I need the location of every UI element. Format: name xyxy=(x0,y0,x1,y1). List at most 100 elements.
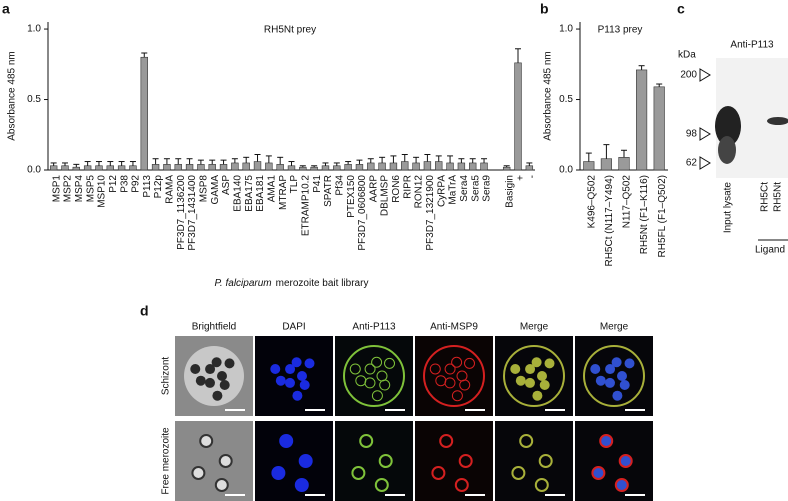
chart-title: RH5Nt prey xyxy=(264,25,316,36)
bar xyxy=(344,164,352,171)
x-tick-label: MSP2 xyxy=(63,175,74,203)
marker-arrow xyxy=(699,127,711,141)
x-tick-label: ETRAMP10.2 xyxy=(300,175,311,237)
blob xyxy=(451,390,463,402)
x-tick-label: Pf34 xyxy=(334,175,345,196)
error-bar xyxy=(231,158,238,163)
blob xyxy=(510,363,521,374)
x-tick-label: DBLMSP xyxy=(380,175,391,216)
error-bar xyxy=(603,144,610,159)
marker-label: 200 xyxy=(680,70,697,81)
error-bar xyxy=(265,155,272,163)
x-tick-label: MaTrA xyxy=(448,175,459,205)
blob xyxy=(539,380,550,391)
blob xyxy=(451,356,463,368)
column-label: Merge xyxy=(600,322,629,333)
bar xyxy=(231,162,239,171)
bar xyxy=(378,162,386,171)
column-label: DAPI xyxy=(282,322,305,333)
micrograph xyxy=(255,336,333,416)
error-bar xyxy=(141,52,148,58)
blob xyxy=(190,363,201,374)
bar xyxy=(514,62,522,171)
blob xyxy=(285,364,296,375)
merozoite xyxy=(538,454,553,468)
column-label: Anti-MSP9 xyxy=(430,322,478,333)
blob xyxy=(195,375,206,386)
bar xyxy=(299,166,307,171)
blob xyxy=(364,363,376,375)
marker-label: 62 xyxy=(686,158,698,169)
x-tick-label: RON6 xyxy=(391,175,402,203)
y-axis-label: Absorbance 485 nm xyxy=(7,51,18,141)
blob xyxy=(444,363,456,375)
blob xyxy=(270,363,281,374)
x-tick-label: Sera4 xyxy=(459,175,470,202)
blob xyxy=(304,358,315,369)
merozoite xyxy=(271,466,286,480)
x-axis-label: P. falciparum merozoite bait library xyxy=(215,278,369,289)
unit-label: kDa xyxy=(678,50,696,61)
column-label: Anti-P113 xyxy=(352,322,396,333)
blob xyxy=(204,377,215,388)
bar xyxy=(583,161,595,171)
error-bar xyxy=(469,158,476,163)
x-tick-label: MTRAP xyxy=(278,175,289,210)
x-tick-label: MSP1 xyxy=(51,175,62,203)
blob xyxy=(459,379,471,391)
x-tick-label: RH5FL (F1–Q502) xyxy=(657,175,668,257)
micrograph xyxy=(575,421,653,501)
merozoite xyxy=(378,454,393,468)
error-bar xyxy=(481,158,488,163)
bar xyxy=(618,157,630,171)
x-tick-label: MSP4 xyxy=(74,175,85,203)
bar xyxy=(423,161,432,171)
error-bar xyxy=(413,156,420,163)
bar xyxy=(287,165,296,171)
blob xyxy=(531,357,542,368)
bar xyxy=(276,164,284,171)
lane-label: Input lysate xyxy=(723,182,734,234)
y-tick-label: 1.0 xyxy=(559,24,573,35)
merozoite xyxy=(591,466,606,480)
blob xyxy=(537,371,547,381)
error-bar xyxy=(390,155,397,163)
merozoite xyxy=(431,466,446,480)
error-bar xyxy=(515,48,522,63)
bar xyxy=(72,166,81,171)
x-tick-label: TLP xyxy=(289,175,300,194)
error-bar xyxy=(447,155,454,163)
panel-letter: a xyxy=(2,1,10,17)
x-tick-label: P38 xyxy=(119,175,130,193)
blot-band xyxy=(718,136,736,164)
x-tick-label: EBA175 xyxy=(244,175,255,212)
blob xyxy=(217,371,227,381)
blob xyxy=(379,379,391,391)
bar xyxy=(242,162,250,171)
blot-title: Anti-P113 xyxy=(730,40,774,51)
merozoite xyxy=(534,478,549,492)
error-bar xyxy=(367,158,374,163)
blob xyxy=(349,363,361,375)
error-bar xyxy=(299,165,306,168)
bar xyxy=(502,166,511,171)
bar xyxy=(219,164,228,171)
x-tick-label: RIPR xyxy=(402,175,413,199)
blob xyxy=(612,390,623,401)
merozoite xyxy=(614,478,629,492)
error-bar xyxy=(186,158,193,165)
blob xyxy=(604,377,615,388)
merozoite xyxy=(351,466,366,480)
y-tick-label: 0.5 xyxy=(27,94,41,105)
x-tick-label: RAMA xyxy=(165,175,176,204)
error-bar xyxy=(424,153,431,162)
blob xyxy=(371,390,383,402)
blob xyxy=(211,357,222,368)
blob xyxy=(524,377,535,388)
x-tick-label: GAMA xyxy=(210,175,221,205)
error-bar xyxy=(503,165,510,168)
bar xyxy=(333,165,341,171)
cell xyxy=(343,345,405,407)
blob xyxy=(619,380,630,391)
